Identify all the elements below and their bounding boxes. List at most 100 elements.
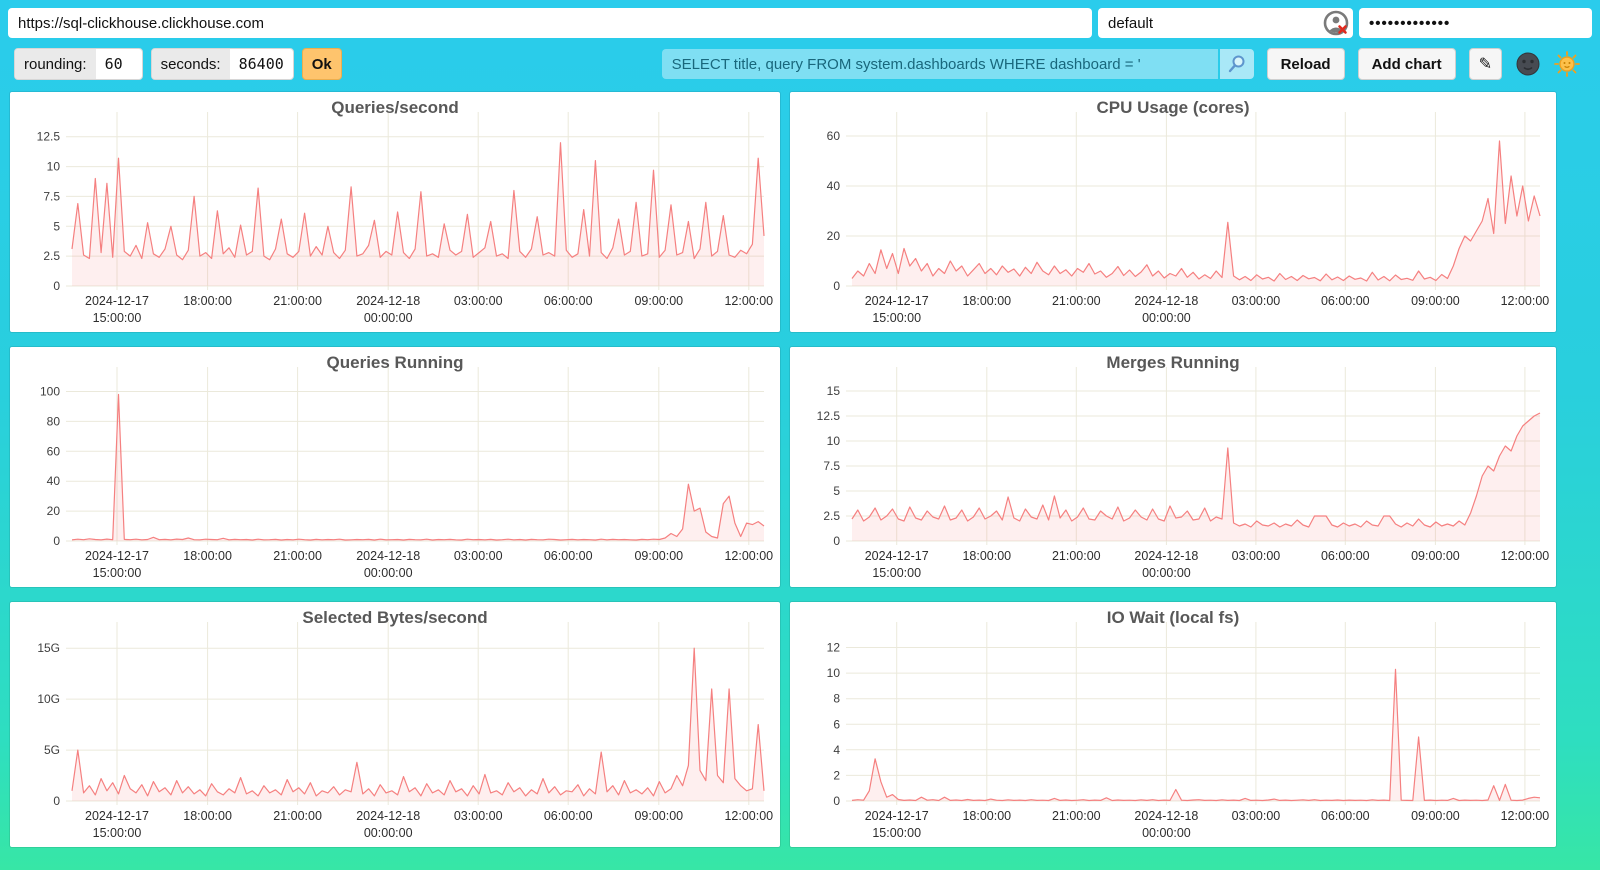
svg-text:2024-12-18: 2024-12-18	[356, 809, 420, 823]
svg-text:09:00:00: 09:00:00	[1411, 294, 1460, 308]
chart-panel-queries-running: Queries Running 0 20 40 60 80 100 2024-12-17 15…	[10, 347, 780, 587]
svg-text:21:00:00: 21:00:00	[1052, 294, 1101, 308]
svg-text:7.5: 7.5	[43, 189, 60, 203]
password-input[interactable]	[1359, 8, 1592, 38]
svg-text:2024-12-18: 2024-12-18	[1134, 294, 1198, 308]
svg-text:15: 15	[827, 384, 841, 398]
svg-text:10: 10	[827, 434, 841, 448]
svg-text:6: 6	[833, 717, 840, 731]
svg-text:00:00:00: 00:00:00	[364, 566, 413, 580]
svg-text:06:00:00: 06:00:00	[544, 294, 593, 308]
svg-text:03:00:00: 03:00:00	[1232, 809, 1281, 823]
svg-text:18:00:00: 18:00:00	[183, 809, 232, 823]
svg-text:06:00:00: 06:00:00	[544, 809, 593, 823]
svg-text:2024-12-17: 2024-12-17	[85, 294, 149, 308]
dashboard-query-input[interactable]	[661, 49, 1218, 79]
svg-text:2024-12-18: 2024-12-18	[1134, 549, 1198, 563]
chart-panel-io-wait: IO Wait (local fs) 0 2 4 6 8 10 12 2024-12-17 15…	[790, 602, 1556, 847]
user-field-wrapper	[1098, 8, 1353, 38]
svg-text:40: 40	[827, 179, 841, 193]
svg-text:0: 0	[833, 279, 840, 293]
svg-text:21:00:00: 21:00:00	[273, 549, 322, 563]
svg-text:18:00:00: 18:00:00	[183, 294, 232, 308]
chart-canvas[interactable]: 0 20 40 60 80 100 2024-12-17 15:00:00 18:00:00 21…	[10, 347, 780, 587]
ok-button[interactable]: Ok	[301, 48, 342, 80]
reload-button[interactable]: Reload	[1266, 48, 1345, 80]
add-chart-button[interactable]: Add chart	[1357, 48, 1456, 80]
svg-text:2.5: 2.5	[823, 509, 840, 523]
svg-text:4: 4	[833, 743, 840, 757]
svg-text:12: 12	[827, 641, 841, 655]
rounding-input[interactable]: 60	[104, 55, 123, 73]
svg-text:03:00:00: 03:00:00	[1232, 549, 1281, 563]
svg-text:06:00:00: 06:00:00	[1321, 549, 1370, 563]
svg-text:100: 100	[40, 385, 60, 399]
moon-face-icon	[1516, 52, 1540, 76]
controls-toolbar: rounding: 60 seconds: 86400 Ok Reload Ad…	[0, 38, 1600, 80]
svg-text:20: 20	[827, 229, 841, 243]
chart-canvas[interactable]: 0 20 40 60 2024-12-17 15:00:00 18:00:00 21:00:0…	[790, 92, 1556, 332]
svg-text:60: 60	[47, 444, 61, 458]
sun-face-icon	[1554, 51, 1580, 77]
svg-text:5: 5	[833, 484, 840, 498]
run-query-button[interactable]	[1219, 49, 1254, 79]
url-input[interactable]	[8, 8, 1092, 38]
svg-text:0: 0	[53, 279, 60, 293]
connection-bar	[0, 0, 1600, 38]
chart-panel-queries-per-second: Queries/second 0 2.5 5 7.5 10 12.5 2024-12-17 1…	[10, 92, 780, 332]
svg-text:15:00:00: 15:00:00	[93, 826, 142, 840]
svg-text:21:00:00: 21:00:00	[273, 809, 322, 823]
svg-text:2024-12-17: 2024-12-17	[85, 809, 149, 823]
chart-canvas[interactable]: 0 2.5 5 7.5 10 12.5 15 2024-12-17 15:00:00 18:00:…	[790, 347, 1556, 587]
edit-button[interactable]: ✎	[1468, 48, 1502, 80]
user-input[interactable]	[1098, 8, 1353, 38]
svg-text:18:00:00: 18:00:00	[962, 549, 1011, 563]
svg-text:03:00:00: 03:00:00	[454, 294, 503, 308]
svg-text:21:00:00: 21:00:00	[273, 294, 322, 308]
svg-text:5G: 5G	[44, 743, 60, 757]
svg-text:18:00:00: 18:00:00	[183, 549, 232, 563]
theme-dark-button[interactable]	[1515, 51, 1541, 77]
svg-text:21:00:00: 21:00:00	[1052, 549, 1101, 563]
svg-text:5: 5	[53, 219, 60, 233]
svg-text:18:00:00: 18:00:00	[962, 809, 1011, 823]
svg-text:12:00:00: 12:00:00	[1501, 294, 1550, 308]
chart-panel-selected-bytes: Selected Bytes/second 0 5G 10G 15G 2024-12-1…	[10, 602, 780, 847]
svg-text:0: 0	[53, 794, 60, 808]
svg-text:10G: 10G	[37, 692, 60, 706]
pencil-icon: ✎	[1478, 56, 1492, 73]
svg-text:80: 80	[47, 414, 61, 428]
svg-text:15:00:00: 15:00:00	[872, 311, 921, 325]
chart-panel-merges-running: Merges Running 0 2.5 5 7.5 10 12.5 15 2024-12-1…	[790, 347, 1556, 587]
svg-text:06:00:00: 06:00:00	[1321, 294, 1370, 308]
svg-text:0: 0	[833, 534, 840, 548]
charts-grid: Queries/second 0 2.5 5 7.5 10 12.5 2024-12-17 1…	[0, 80, 1600, 847]
seconds-input[interactable]: 86400	[238, 55, 284, 73]
svg-text:40: 40	[47, 474, 61, 488]
chart-canvas[interactable]: 0 2 4 6 8 10 12 2024-12-17 15:00:00 18:00:00 21:00…	[790, 602, 1556, 847]
theme-light-button[interactable]	[1554, 51, 1580, 77]
svg-text:15:00:00: 15:00:00	[93, 311, 142, 325]
svg-text:20: 20	[47, 504, 61, 518]
svg-text:0: 0	[53, 534, 60, 548]
svg-text:2024-12-18: 2024-12-18	[1134, 809, 1198, 823]
svg-text:2024-12-18: 2024-12-18	[356, 549, 420, 563]
svg-text:15G: 15G	[37, 641, 60, 655]
rounding-field: rounding: 60	[14, 48, 143, 80]
chart-canvas[interactable]: 0 5G 10G 15G 2024-12-17 15:00:00 18:00:00 21:00…	[10, 602, 780, 847]
seconds-label: seconds:	[151, 49, 230, 79]
svg-text:00:00:00: 00:00:00	[364, 311, 413, 325]
svg-text:15:00:00: 15:00:00	[872, 826, 921, 840]
svg-text:09:00:00: 09:00:00	[634, 294, 683, 308]
svg-text:12:00:00: 12:00:00	[724, 294, 773, 308]
user-error-icon	[1323, 10, 1349, 36]
svg-text:12:00:00: 12:00:00	[724, 549, 773, 563]
svg-text:12:00:00: 12:00:00	[1501, 809, 1550, 823]
chart-canvas[interactable]: 0 2.5 5 7.5 10 12.5 2024-12-17 15:00:00 18:00:00…	[10, 92, 780, 332]
svg-text:2: 2	[833, 768, 840, 782]
svg-text:2024-12-17: 2024-12-17	[85, 549, 149, 563]
svg-text:10: 10	[47, 160, 61, 174]
svg-text:09:00:00: 09:00:00	[634, 809, 683, 823]
svg-text:12.5: 12.5	[817, 409, 841, 423]
svg-text:15:00:00: 15:00:00	[93, 566, 142, 580]
